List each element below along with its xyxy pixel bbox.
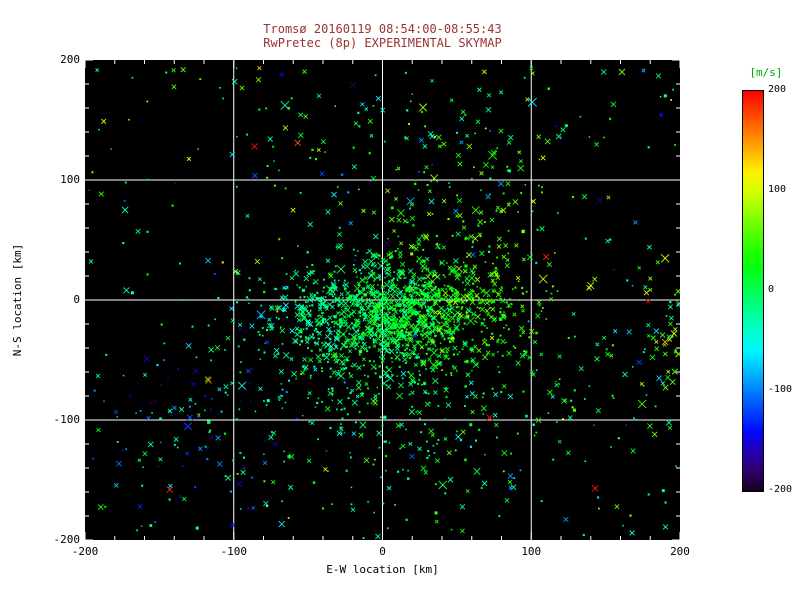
y-tick-label: -200 [53, 533, 81, 546]
x-tick-label: 0 [379, 545, 386, 558]
x-axis-label: E-W location [km] [326, 563, 439, 576]
x-tick-label: -100 [220, 545, 248, 558]
colorbar-tick-label: 200 [768, 84, 787, 95]
colorbar-unit-label: [m/s] [749, 66, 783, 79]
y-axis-label: N-S location [km] [11, 243, 24, 357]
colorbar-tick-label: 100 [768, 184, 787, 195]
x-tick-label: 100 [521, 545, 542, 558]
axis-tick-marks [85, 60, 680, 540]
colorbar [742, 90, 764, 492]
plot-area [85, 60, 680, 540]
x-tick-label: 200 [670, 545, 690, 558]
scatter-points [88, 66, 680, 540]
y-tick-label: 200 [60, 53, 80, 66]
colorbar-tick-label: -200 [768, 484, 793, 495]
y-tick-label: 100 [60, 173, 80, 186]
y-tick-label: -100 [53, 413, 81, 426]
figure-title-line2: RwPretec (8p) EXPERIMENTAL SKYMAP [263, 36, 502, 50]
y-tick-label: 0 [73, 293, 80, 306]
scatter-plot-canvas [85, 60, 680, 540]
figure-title-line1: Tromsø 20160119 08:54:00-08:55:43 [263, 22, 502, 36]
colorbar-tick-label: 0 [768, 284, 775, 295]
figure-title-block: Tromsø 20160119 08:54:00-08:55:43 RwPret… [85, 22, 680, 50]
x-tick-label: -200 [71, 545, 99, 558]
colorbar-tick-label: -100 [768, 384, 793, 395]
